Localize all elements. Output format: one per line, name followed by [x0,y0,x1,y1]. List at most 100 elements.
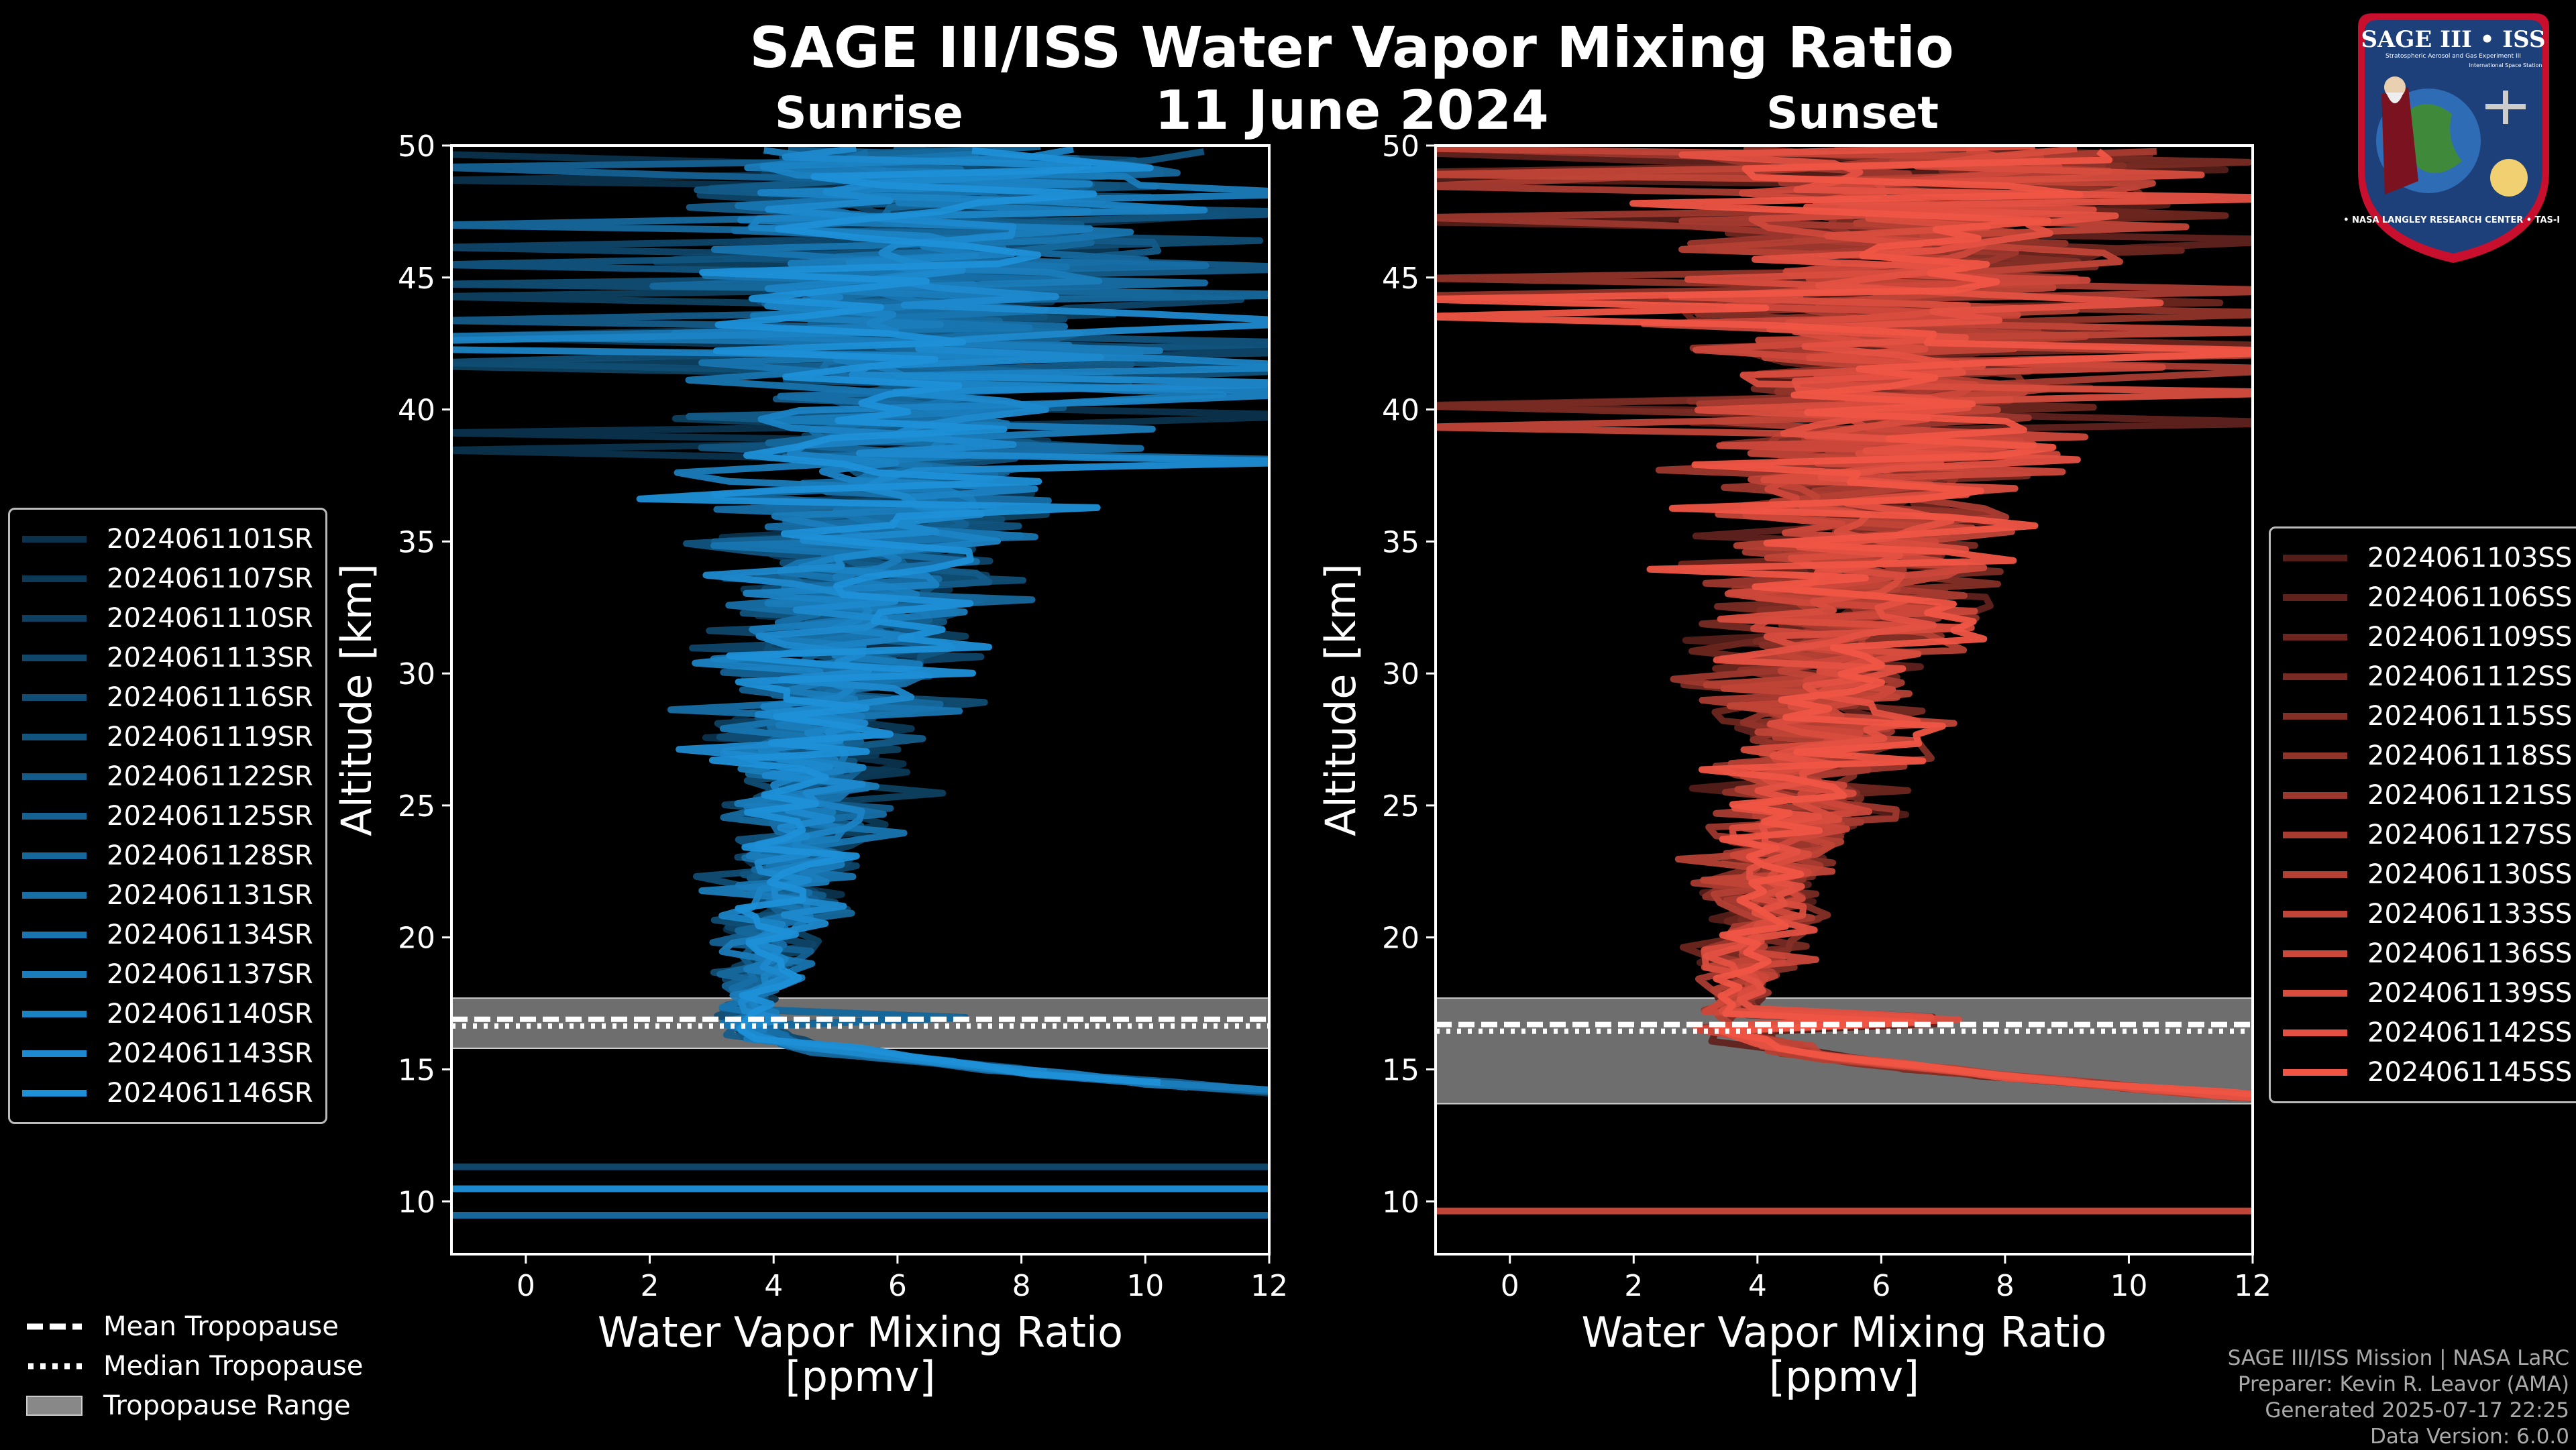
credit-mission: SAGE III/ISS Mission | NASA LaRC [2227,1346,2569,1370]
legend-item: 2024061118SS [2283,736,2572,775]
legend-swatch [22,931,87,938]
y-axis-label: Altitude [km] [332,563,381,836]
legend-swatch [2283,950,2347,957]
x-tick-label: 0 [1501,1269,1519,1303]
x-axis-unit-label: [ppmv] [1769,1352,1919,1401]
profile-2024061146SR [636,147,1161,1086]
legend-swatch [2283,871,2347,878]
mean-tropopause-legend-item: Mean Tropopause [25,1311,339,1342]
sunset-plot-area: 0 2 4 6 8 10 12 10 15 20 25 30 35 40 45 50 Water Vapor M… [1316,129,2271,1401]
legend-label: 2024061110SR [107,602,313,634]
legend-label: 2024061122SR [107,761,313,792]
legend-label: 2024061128SR [107,840,313,871]
legend-swatch [2283,554,2347,561]
legend-item: 2024061140SR [22,994,313,1034]
y-tick-label: 30 [1382,657,1419,691]
legend-label: 2024061145SS [2367,1056,2573,1088]
x-tick-label: 2 [641,1269,659,1303]
logo-name: SAGE III • ISS [2361,26,2545,53]
profile-2024061142SS [1678,146,2253,1102]
legend-item: 2024061116SR [22,677,313,717]
legend-swatch [2283,989,2347,997]
legend-item: 2024061122SR [22,757,313,796]
legend-swatch [22,1010,87,1017]
sunrise-legend: 2024061101SR 2024061107SR 2024061110SR 2024… [8,508,327,1124]
legend-label: 2024061106SS [2367,581,2573,613]
legend-item: 2024061128SR [22,836,313,875]
y-tick-label: 25 [1382,789,1419,824]
mean-tropopause-label: Mean Tropopause [103,1311,339,1342]
logo-station: International Space Station [2469,62,2542,68]
legend-label: 2024061146SR [107,1077,313,1109]
legend-label: 2024061133SS [2367,898,2573,930]
credit-version: Data Version: 6.0.0 [2369,1425,2569,1449]
y-tick-label: 35 [398,525,435,559]
credit-generated: Generated 2025-07-17 22:25 [2265,1398,2569,1423]
legend-label: 2024061121SS [2367,779,2573,811]
y-axis-label: Altitude [km] [1316,563,1365,836]
range-swatch [26,1396,83,1416]
legend-swatch [2283,791,2347,799]
mean-line-swatch [27,1323,82,1330]
legend-item: 2024061106SS [2283,577,2572,617]
legend-label: 2024061140SR [107,998,313,1029]
legend-swatch [2283,1029,2347,1036]
x-tick-label: 4 [764,1269,783,1303]
legend-item: 2024061133SS [2283,894,2572,934]
plot-frame [450,144,1271,1256]
x-tick-label: 6 [1872,1269,1890,1303]
x-tick-label: 8 [1996,1269,2015,1303]
legend-label: 2024061115SS [2367,700,2573,732]
x-axis-label: Water Vapor Mixing Ratio [1581,1308,2106,1357]
legend-label: 2024061136SS [2367,938,2573,969]
sunset-legend: 2024061103SS 2024061106SS 2024061109SS 2024… [2269,526,2576,1103]
legend-swatch [22,970,87,978]
legend-label: 2024061143SR [107,1038,313,1069]
legend-label: 2024061127SS [2367,819,2573,850]
tropopause-range-legend-item: Tropopause Range [25,1390,351,1421]
legend-item: 2024061139SS [2283,973,2572,1013]
x-axis-label: Water Vapor Mixing Ratio [598,1308,1123,1357]
legend-item: 2024061137SR [22,954,313,994]
y-tick-label: 15 [1382,1054,1419,1088]
logo-ring-text: BALL • NASA LANGLEY RESEARCH CENTER • TA… [2345,215,2563,225]
chart-title: SAGE III/ISS Water Vapor Mixing Ratio [749,15,1954,80]
legend-label: 2024061131SR [107,879,313,911]
x-tick-label: 0 [517,1269,535,1303]
legend-label: 2024061119SR [107,721,313,752]
legend-swatch [2283,910,2347,917]
tropopause-range-label: Tropopause Range [103,1390,351,1421]
legend-item: 2024061143SR [22,1034,313,1073]
legend-swatch [2283,831,2347,838]
legend-label: 2024061134SR [107,919,313,950]
sunrise-plot-area: 0 2 4 6 8 10 12 10 15 20 25 30 35 40 45 50 Water Vapor M… [332,129,1288,1401]
legend-label: 2024061113SR [107,642,313,673]
legend-item: 2024061103SS [2283,538,2572,577]
y-tick-label: 40 [398,394,435,428]
legend-item: 2024061136SS [2283,934,2572,973]
legend-item: 2024061113SR [22,638,313,677]
legend-swatch [22,733,87,740]
legend-swatch [2283,1068,2347,1076]
legend-item: 2024061110SR [22,598,313,638]
x-axis-unit-label: [ppmv] [785,1352,935,1401]
y-tick-label: 40 [1382,394,1419,428]
legend-label: 2024061109SS [2367,621,2573,653]
legend-swatch [2283,712,2347,720]
legend-swatch [22,575,87,582]
median-line-swatch [28,1363,82,1370]
plot-frame [1434,144,2254,1256]
legend-swatch [2283,633,2347,640]
profile-lines [451,146,1269,1219]
legend-swatch [2283,673,2347,680]
y-tick-label: 50 [1382,129,1419,164]
legend-label: 2024061107SR [107,563,313,594]
credits: SAGE III/ISS Mission | NASA LaRC Prepare… [2228,1345,2569,1450]
x-tick-label: 10 [1126,1269,1164,1303]
y-tick-label: 20 [398,922,435,956]
legend-swatch [22,1050,87,1057]
chart-date: 11 June 2024 [1155,79,1549,142]
x-tick-label: 8 [1012,1269,1031,1303]
legend-item: 2024061145SS [2283,1052,2572,1092]
sage-iss-mission-logo: SAGE III • ISS Stratospheric Aerosol and… [2345,13,2563,263]
